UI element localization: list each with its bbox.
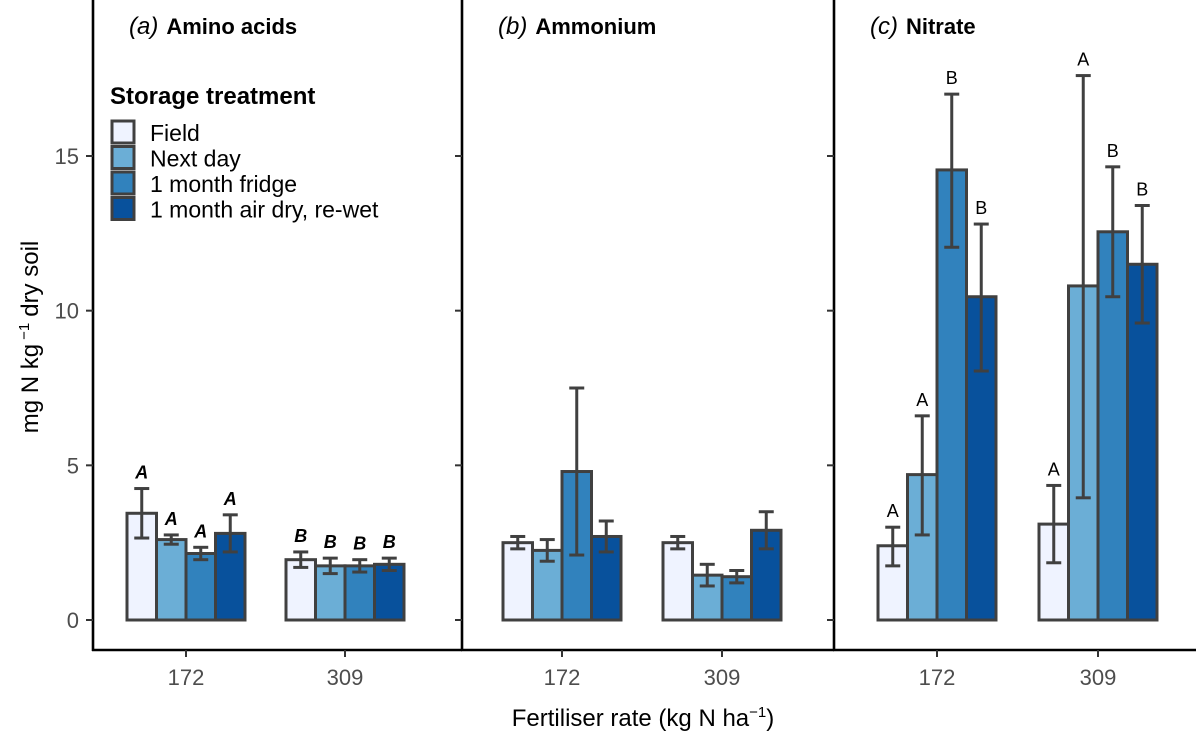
- panel-label: (b) Ammonium: [498, 13, 656, 40]
- legend-swatch: [110, 196, 136, 221]
- significance-label: B: [353, 534, 366, 554]
- panel-name: Ammonium: [535, 14, 656, 39]
- y-tick-label: 0: [67, 608, 79, 633]
- significance-label: A: [916, 390, 928, 410]
- legend-label: 1 month air dry, re-wet: [150, 197, 379, 223]
- bar: [343, 564, 376, 622]
- y-tick-label: 15: [55, 144, 79, 169]
- bar: [661, 541, 694, 622]
- significance-label: A: [1077, 50, 1089, 70]
- legend-swatch: [110, 145, 136, 170]
- panel-name: Amino acids: [166, 14, 297, 39]
- panel-label: (c) Nitrate: [870, 13, 976, 40]
- panel-name: Nitrate: [906, 14, 976, 39]
- x-axis-title: Fertiliser rate (kg N ha−1): [512, 704, 775, 732]
- significance-label: B: [975, 198, 987, 218]
- legend-label: Next day: [150, 146, 241, 172]
- significance-label: B: [946, 68, 958, 88]
- significance-label: B: [1136, 179, 1148, 199]
- bar: [184, 551, 217, 622]
- legend-label: Field: [150, 120, 200, 146]
- legend-swatch: [110, 119, 136, 145]
- x-tick-label: 172: [919, 665, 956, 690]
- x-axis-title-main: Fertiliser rate (kg N ha: [512, 705, 750, 732]
- y-tick-label: 10: [55, 299, 79, 324]
- significance-label: A: [193, 521, 207, 541]
- legend-title: Storage treatment: [110, 83, 315, 110]
- legend-swatch: [110, 170, 136, 196]
- bar: [155, 538, 188, 622]
- x-axis-title-tail: ): [766, 705, 774, 732]
- significance-label: A: [164, 509, 178, 529]
- panel-letter: (c): [870, 13, 898, 40]
- x-tick-label: 309: [704, 665, 741, 690]
- legend-label: 1 month fridge: [150, 171, 297, 197]
- y-axis-title-main: mg N kg: [17, 344, 44, 433]
- y-tick-label: 5: [67, 453, 79, 478]
- panel-letter: (a): [129, 13, 158, 40]
- bar: [373, 562, 406, 622]
- significance-label: A: [887, 501, 899, 521]
- y-axis-title-sup: −1: [16, 323, 33, 340]
- x-tick-label: 309: [327, 665, 364, 690]
- significance-label: B: [324, 532, 337, 552]
- x-tick-label: 172: [168, 665, 205, 690]
- significance-label: A: [134, 463, 148, 483]
- panel-1: (b) Ammonium 172 309: [455, 0, 834, 690]
- significance-label: A: [1048, 459, 1060, 479]
- panel-label: (a) Amino acids: [129, 13, 297, 40]
- x-tick-label: 172: [544, 665, 581, 690]
- panel-letter: (b): [498, 13, 527, 40]
- bar: [501, 541, 534, 622]
- y-axis-title-tail: dry soil: [17, 241, 44, 317]
- x-tick-label: 309: [1080, 665, 1117, 690]
- y-axis-title: mg N kg −1 dry soil: [16, 241, 44, 434]
- x-axis-title-sup: −1: [749, 704, 766, 721]
- significance-label: A: [223, 489, 237, 509]
- significance-label: B: [383, 532, 396, 552]
- significance-label: B: [1107, 141, 1119, 161]
- significance-label: B: [294, 526, 307, 546]
